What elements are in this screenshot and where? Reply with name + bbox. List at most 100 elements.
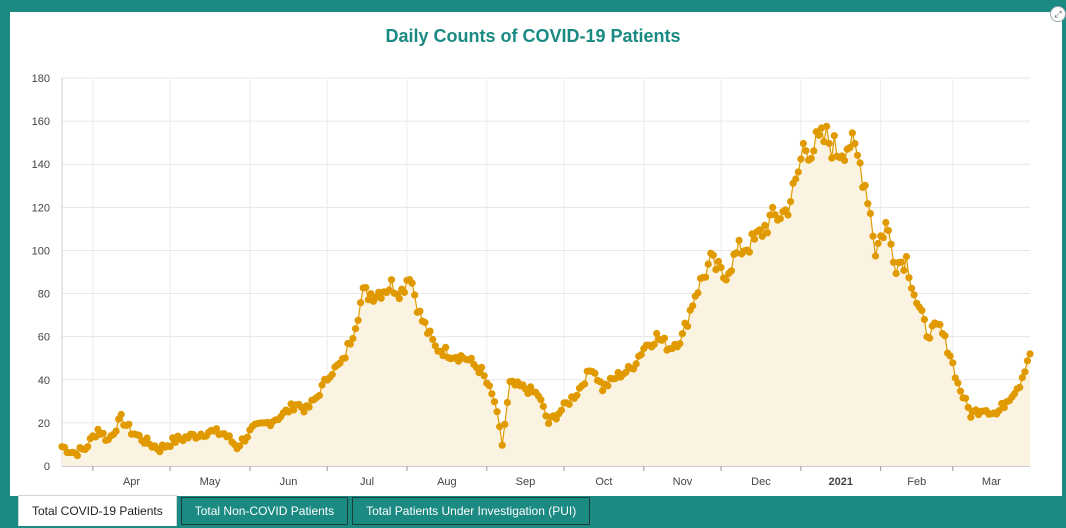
data-point: [704, 260, 712, 268]
data-point: [573, 391, 581, 399]
data-point: [1021, 368, 1029, 376]
data-point: [318, 381, 326, 389]
data-point: [792, 175, 800, 183]
data-point: [1026, 350, 1034, 358]
chart-title: Daily Counts of COVID-19 Patients: [385, 26, 681, 46]
data-point: [362, 284, 370, 292]
data-point: [622, 368, 630, 376]
data-point: [807, 154, 815, 162]
data-point: [328, 370, 336, 378]
data-point: [722, 276, 730, 284]
chart-area: 0 20 40 60 80 100 120 140 160 180 Apr May Jun Jul Aug S…: [32, 73, 1034, 488]
data-point: [660, 334, 669, 342]
data-point: [236, 442, 244, 450]
data-point: [1018, 374, 1026, 382]
data-point: [490, 398, 499, 406]
y-tick-label: 140: [32, 159, 50, 171]
data-point: [599, 387, 607, 395]
tab-total-pui[interactable]: Total Patients Under Investigation (PUI): [352, 497, 591, 525]
data-point: [797, 155, 805, 163]
data-point: [866, 209, 875, 218]
data-point: [908, 284, 916, 292]
data-point: [305, 403, 313, 411]
data-point: [84, 443, 92, 451]
data-point: [874, 239, 882, 248]
data-point: [902, 253, 911, 261]
data-point: [689, 302, 697, 310]
data-point: [493, 408, 501, 416]
x-tick-label: Nov: [673, 476, 693, 488]
data-point: [758, 232, 766, 240]
data-point: [225, 432, 233, 440]
data-point: [429, 335, 437, 343]
data-point: [871, 252, 880, 260]
data-point: [467, 354, 475, 362]
data-point: [591, 369, 599, 377]
data-point: [962, 394, 970, 402]
data-point: [395, 295, 403, 303]
data-point: [709, 251, 717, 259]
y-tick-label: 80: [38, 289, 50, 301]
x-tick-label: Jun: [280, 476, 298, 488]
data-point: [156, 448, 164, 456]
data-point: [717, 263, 725, 272]
data-point: [565, 400, 573, 408]
data-point: [905, 274, 913, 282]
x-tick-label: Sep: [516, 476, 536, 488]
data-point: [539, 402, 548, 410]
data-point: [887, 240, 895, 248]
data-point: [166, 443, 174, 451]
y-tick-label: 180: [32, 73, 50, 85]
data-point: [750, 235, 759, 243]
data-point: [830, 132, 838, 140]
data-point: [761, 221, 769, 229]
data-point: [1023, 357, 1031, 365]
data-point: [545, 419, 553, 427]
data-point: [637, 351, 645, 359]
data-point: [851, 140, 859, 148]
data-point: [604, 382, 612, 390]
x-tick-label: Jul: [360, 476, 374, 488]
data-point: [879, 234, 887, 242]
data-point: [882, 218, 890, 227]
data-point: [485, 382, 493, 390]
x-tick-label: Oct: [595, 476, 612, 488]
tab-total-covid-patients[interactable]: Total COVID-19 Patients: [18, 495, 177, 526]
data-point: [480, 372, 488, 380]
data-point: [815, 131, 823, 139]
data-point: [967, 413, 975, 421]
data-point: [735, 236, 743, 244]
data-point: [846, 144, 854, 152]
data-point: [954, 379, 962, 387]
data-point: [632, 360, 640, 368]
y-tick-label: 100: [32, 245, 50, 257]
x-tick-label: Dec: [751, 476, 771, 488]
data-point: [918, 306, 926, 314]
data-point: [949, 359, 957, 367]
data-point: [243, 433, 251, 441]
data-point: [498, 441, 506, 449]
y-tick-label: 60: [38, 332, 50, 344]
y-tick-label: 160: [32, 116, 50, 128]
data-point: [143, 434, 151, 442]
data-point: [442, 343, 450, 351]
data-point: [349, 334, 357, 343]
x-tick-label: Apr: [123, 476, 140, 488]
data-point: [756, 226, 764, 234]
data-point: [936, 321, 944, 329]
data-point: [125, 420, 133, 428]
data-point: [714, 257, 723, 266]
tab-total-non-covid-patients[interactable]: Total Non-COVID Patients: [180, 497, 349, 525]
y-tick-label: 40: [38, 375, 50, 387]
data-point: [964, 403, 972, 411]
data-point: [212, 425, 221, 433]
data-point: [794, 168, 802, 176]
data-point: [941, 332, 949, 340]
data-point: [117, 410, 125, 419]
x-tick-label: Aug: [437, 476, 457, 488]
data-point: [946, 352, 954, 360]
x-tick-label: Feb: [907, 476, 926, 488]
data-point: [650, 340, 658, 348]
data-point: [884, 226, 893, 235]
y-tick-label: 20: [38, 418, 50, 430]
